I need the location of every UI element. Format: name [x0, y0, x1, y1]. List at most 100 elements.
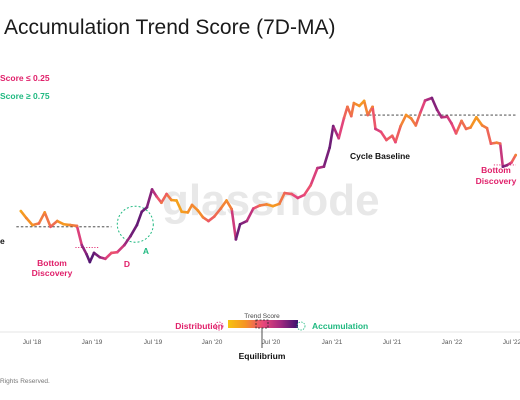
series-point — [104, 257, 107, 261]
series-point — [485, 126, 489, 130]
series-point — [366, 113, 370, 117]
series-point — [230, 207, 233, 211]
series-point — [309, 183, 312, 187]
footer-copyright: Rights Reserved. — [0, 378, 50, 385]
series-segment — [302, 183, 312, 197]
series-segment — [25, 216, 34, 227]
series-segment — [245, 207, 255, 223]
series-point — [180, 210, 184, 214]
x-tick-label: Jul '21 — [383, 339, 402, 346]
series-point — [140, 210, 144, 214]
series-point — [31, 223, 34, 227]
series-point — [510, 161, 513, 164]
series-point — [165, 192, 168, 196]
series-point — [283, 191, 286, 195]
price-series — [19, 96, 518, 264]
series-point — [418, 111, 422, 115]
series-segment — [430, 96, 439, 112]
series-point — [505, 163, 509, 167]
watermark: glassnode — [162, 176, 380, 225]
series-segment — [230, 207, 238, 241]
series-point — [201, 215, 205, 219]
series-point — [435, 108, 439, 112]
series-point — [328, 146, 331, 149]
series-segment — [104, 251, 113, 261]
series-segment — [234, 222, 242, 241]
series-segment — [475, 116, 484, 127]
series-point — [362, 99, 366, 103]
series-point — [446, 115, 449, 119]
series-point — [219, 207, 223, 210]
series-segment — [510, 153, 518, 164]
series-point — [75, 224, 79, 228]
series-segment — [418, 99, 427, 115]
series-point — [170, 198, 173, 202]
series-point — [469, 126, 472, 129]
series-point — [123, 243, 126, 247]
series-point — [234, 238, 238, 241]
series-segment — [469, 116, 478, 129]
colorbar-distribution-label: Distribution — [175, 321, 223, 331]
series-point — [430, 96, 434, 100]
series-segment — [115, 243, 126, 254]
series-point — [460, 119, 463, 123]
annotation-7: A — [143, 246, 149, 256]
legend-item-low: Score ≤ 0.25 — [0, 73, 50, 83]
annotation-0: Cycle Baseline — [350, 151, 410, 161]
series-segment — [498, 142, 505, 168]
series-segment — [212, 207, 223, 218]
series-point — [464, 127, 468, 131]
series-segment — [460, 119, 468, 131]
series-point — [68, 223, 72, 227]
series-segment — [454, 119, 463, 135]
x-tick-label: Jan '19 — [82, 339, 103, 346]
series-point — [514, 153, 518, 157]
series-point — [25, 216, 28, 220]
series-segment — [49, 219, 59, 229]
series-segment — [328, 124, 335, 149]
series-point — [475, 116, 478, 119]
series-segment — [331, 124, 341, 140]
series-point — [331, 124, 335, 128]
series-point — [196, 209, 200, 212]
series-point — [43, 211, 47, 214]
series-segment — [88, 251, 96, 264]
series-point — [98, 255, 102, 259]
series-point — [349, 114, 353, 118]
annotation-1: e — [0, 236, 5, 246]
series-point — [423, 99, 427, 102]
series-point — [394, 140, 397, 144]
series-segment — [446, 115, 453, 125]
x-tick-label: Jul '19 — [144, 339, 163, 346]
series-point — [480, 124, 484, 127]
series-segment — [80, 243, 88, 256]
series-point — [409, 117, 413, 120]
accumulation-circle — [116, 205, 154, 243]
annotation-2: Bottom — [37, 258, 67, 268]
series-point — [62, 222, 66, 226]
series-point — [129, 234, 132, 238]
series-point — [399, 124, 402, 128]
series-point — [302, 193, 306, 197]
annotations: Cycle BaselineeBottomDiscoveryBottomDisc… — [0, 151, 517, 278]
series-point — [85, 253, 88, 256]
series-point — [322, 165, 326, 168]
series-point — [489, 142, 493, 145]
series-segment — [349, 101, 356, 118]
series-point — [316, 166, 319, 170]
series-point — [454, 132, 458, 135]
series-segment — [362, 99, 370, 117]
series-segment — [175, 199, 184, 214]
x-tick-label: Jan '20 — [202, 339, 223, 346]
series-segment — [414, 111, 422, 127]
series-point — [190, 203, 194, 207]
annotation-4: Bottom — [481, 165, 511, 175]
series-point — [358, 104, 361, 108]
series-point — [80, 243, 84, 247]
series-point — [495, 141, 498, 144]
series-point — [258, 204, 262, 207]
series-segment — [450, 122, 458, 135]
series-point — [49, 225, 52, 229]
series-point — [110, 251, 113, 255]
